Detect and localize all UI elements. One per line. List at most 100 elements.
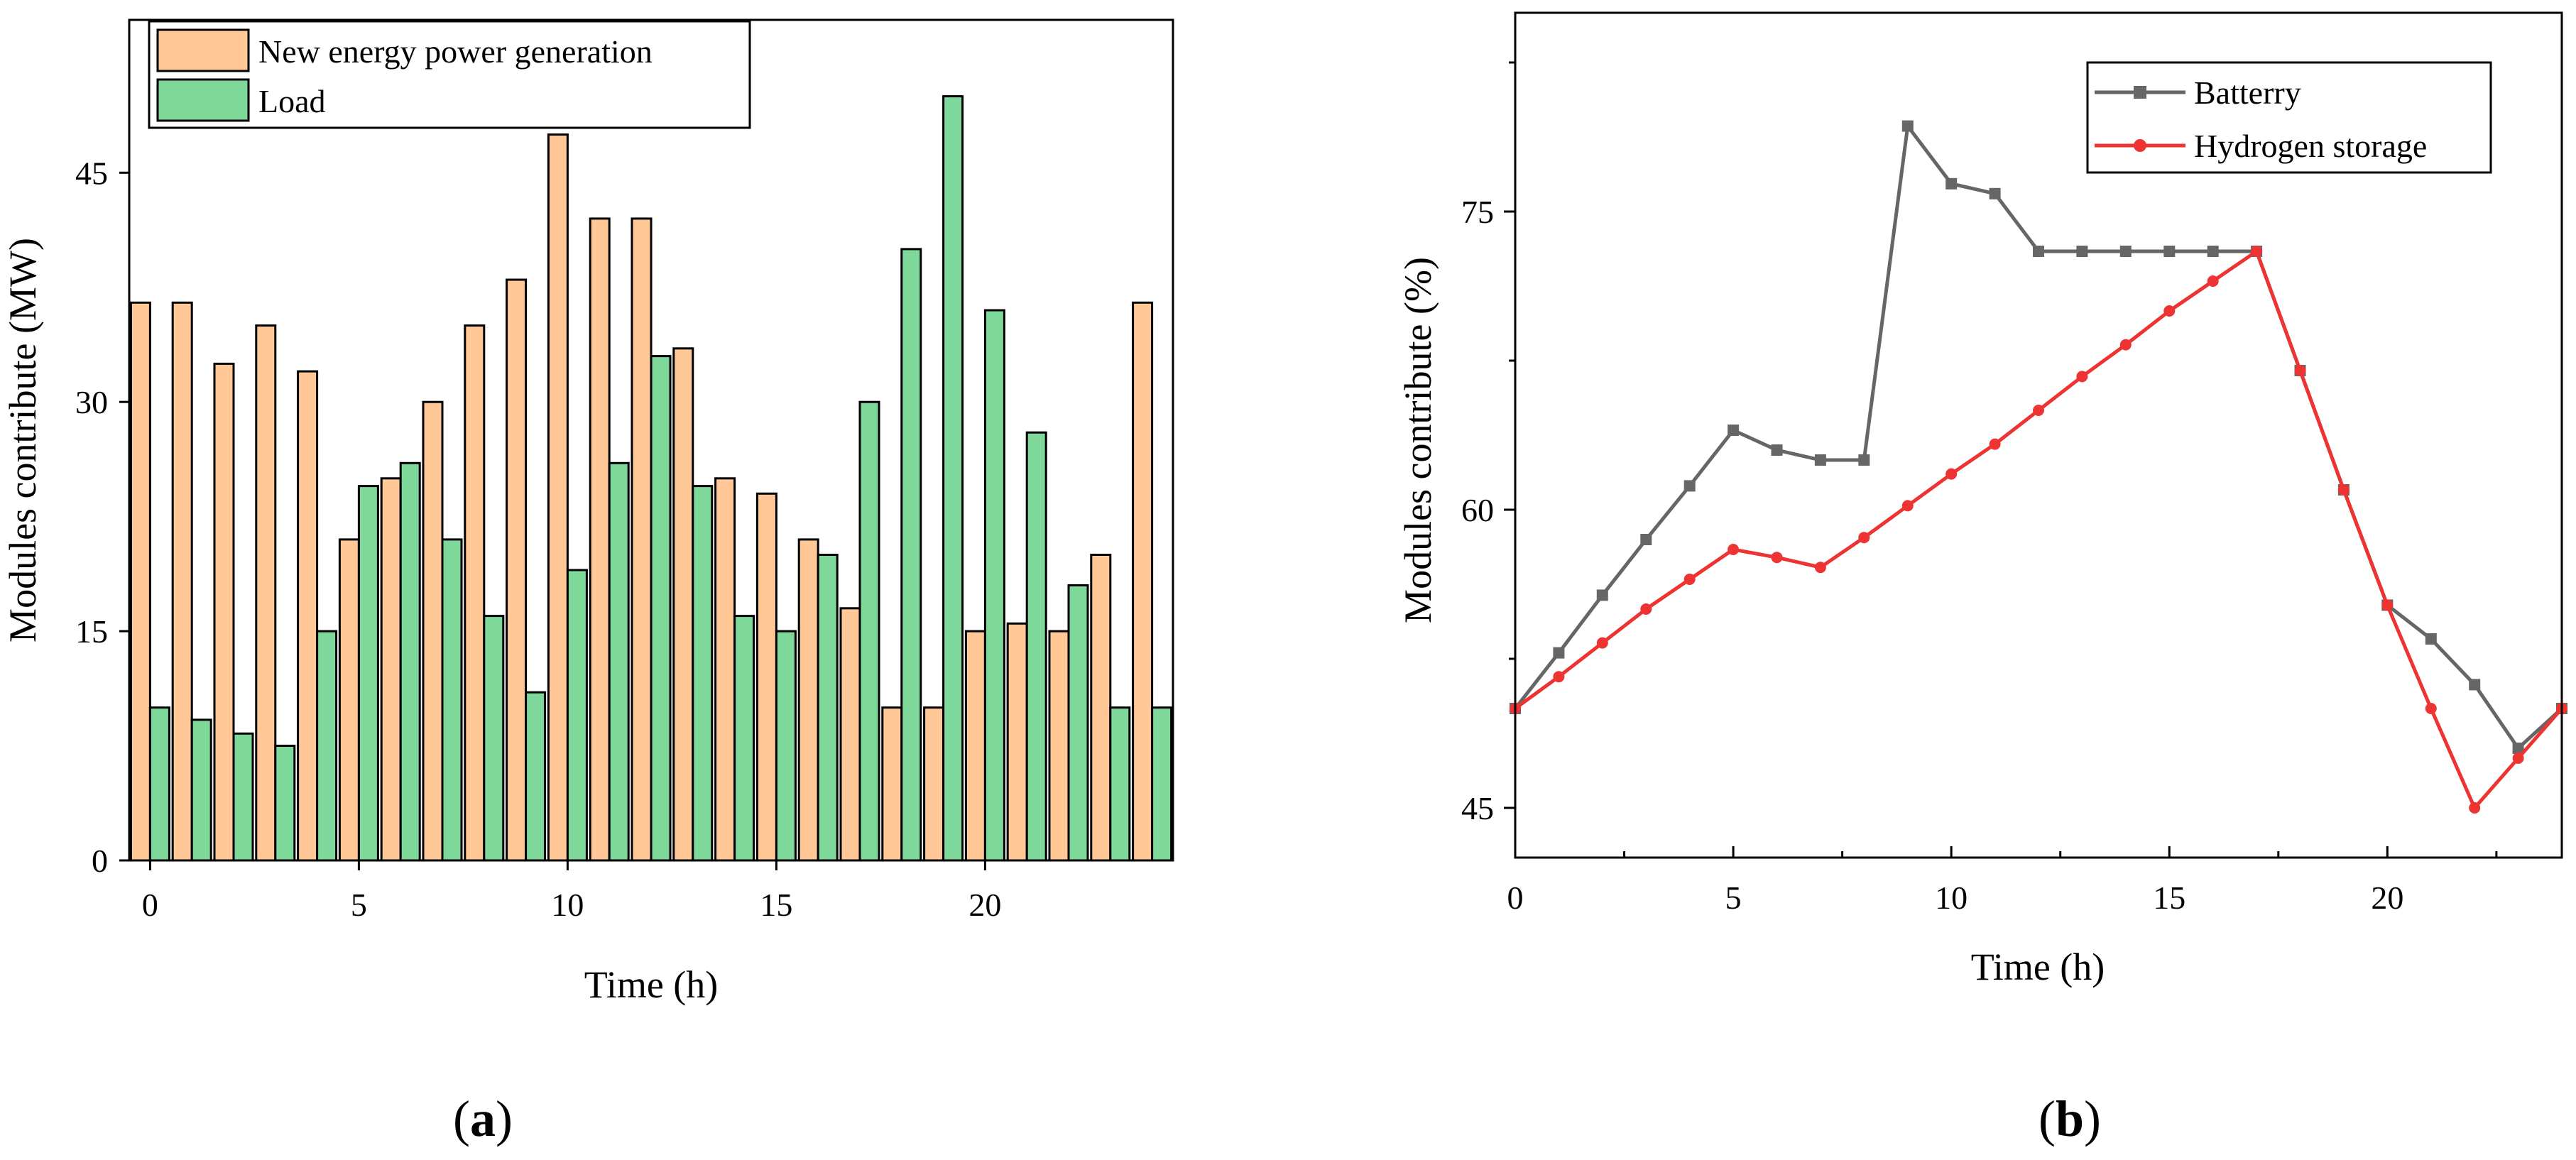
bar-load-10 <box>566 569 588 862</box>
marker-battery-3 <box>1640 534 1652 545</box>
bar-load-19 <box>942 95 964 862</box>
bar-load-3 <box>274 745 296 862</box>
y-tick-label-b-45: 45 <box>1461 790 1494 826</box>
y-tick-label-b-75: 75 <box>1461 194 1494 230</box>
marker-hydrogen-8 <box>1858 532 1870 544</box>
legend-label-load: Load <box>258 83 326 119</box>
marker-hydrogen-22 <box>2469 802 2481 814</box>
lines-group <box>1510 120 2567 814</box>
x-tick-label-a-10: 10 <box>551 887 584 923</box>
ticks-b: 0 5 10 15 20 45 60 75 <box>1461 61 2498 916</box>
bar-generation-23 <box>1090 554 1112 862</box>
marker-hydrogen-7 <box>1814 562 1826 574</box>
legend-swatch-generation <box>156 28 250 72</box>
x-tick-label-a-0: 0 <box>142 887 158 923</box>
bar-generation-14 <box>714 477 736 862</box>
bar-load-4 <box>316 630 338 862</box>
y-axis-title-b: Modules contribute (%) <box>1397 257 1439 623</box>
marker-hydrogen-1 <box>1553 671 1565 683</box>
legend-marker-battery <box>2134 86 2146 99</box>
marker-battery-15 <box>2163 246 2176 257</box>
plot-frame-b <box>1514 11 2563 859</box>
bar-load-0 <box>148 706 170 862</box>
bar-generation-0 <box>129 301 151 862</box>
bar-load-14 <box>733 615 755 862</box>
bar-generation-17 <box>839 607 861 862</box>
bar-generation-11 <box>589 217 611 862</box>
marker-battery-5 <box>1728 425 1740 436</box>
series-line-battery <box>1514 124 2563 750</box>
bar-generation-15 <box>755 492 777 862</box>
marker-hydrogen-2 <box>1596 637 1608 649</box>
bar-generation-2 <box>213 362 235 862</box>
bar-generation-16 <box>797 538 819 862</box>
bar-load-13 <box>692 485 714 862</box>
marker-hydrogen-14 <box>2119 339 2132 351</box>
panel-label-a: (a) <box>453 1090 513 1147</box>
ticks-a: 0 5 10 15 20 0 15 30 45 <box>75 155 1001 923</box>
marker-battery-8 <box>1858 454 1870 466</box>
bar-load-20 <box>983 309 1005 862</box>
marker-battery-6 <box>1771 444 1783 456</box>
bar-generation-4 <box>297 370 319 862</box>
bar-generation-24 <box>1132 301 1154 862</box>
y-tick-label-a-15: 15 <box>75 613 108 650</box>
marker-battery-14 <box>2119 246 2132 257</box>
bar-generation-1 <box>171 301 193 862</box>
marker-hydrogen-13 <box>2076 371 2088 383</box>
marker-battery-13 <box>2076 246 2088 257</box>
legend-b: Batterry Hydrogen storage <box>2086 61 2492 174</box>
marker-hydrogen-15 <box>2163 305 2176 317</box>
bar-load-24 <box>1151 706 1173 862</box>
marker-battery-2 <box>1596 589 1608 601</box>
x-tick-label-a-5: 5 <box>351 887 367 923</box>
marker-hydrogen-23 <box>2512 753 2524 764</box>
bar-generation-12 <box>631 217 653 862</box>
y-tick-label-b-60: 60 <box>1461 492 1494 528</box>
bar-load-11 <box>608 461 630 862</box>
legend-marker-hydrogen <box>2134 139 2146 152</box>
bar-generation-6 <box>380 477 402 862</box>
plot-frame-a <box>128 18 1174 862</box>
bar-load-17 <box>858 400 880 862</box>
bar-load-1 <box>190 718 212 862</box>
marker-hydrogen-21 <box>2425 703 2437 714</box>
x-tick-label-b-0: 0 <box>1507 880 1524 916</box>
x-tick-label-b-20: 20 <box>2371 880 2403 916</box>
marker-hydrogen-16 <box>2207 275 2219 287</box>
bar-load-9 <box>525 691 547 862</box>
panel-a-bar-chart: 0 5 10 15 20 0 15 30 45 Time (h) Modules contrib… <box>1 18 1174 1147</box>
bar-generation-10 <box>547 133 569 862</box>
y-axis-title-a: Modules contribute (MW) <box>1 238 44 642</box>
bar-generation-20 <box>964 630 986 862</box>
marker-battery-22 <box>2469 679 2481 691</box>
panel-letter-b: b <box>2056 1090 2084 1147</box>
x-tick-label-b-5: 5 <box>1725 880 1742 916</box>
marker-hydrogen-18 <box>2294 365 2306 376</box>
marker-battery-23 <box>2512 743 2524 754</box>
marker-battery-4 <box>1683 480 1696 492</box>
bar-generation-5 <box>338 538 360 862</box>
marker-battery-9 <box>1901 120 1914 132</box>
bar-load-8 <box>483 615 505 862</box>
bar-generation-21 <box>1006 622 1028 862</box>
marker-battery-10 <box>1945 177 1958 190</box>
panel-letter-a: a <box>470 1090 496 1147</box>
y-tick-label-a-0: 0 <box>92 843 108 879</box>
bar-generation-22 <box>1048 630 1070 862</box>
panel-label-b: (b) <box>2039 1090 2101 1147</box>
bar-generation-7 <box>422 400 444 862</box>
bar-load-6 <box>399 461 421 862</box>
bar-load-18 <box>900 248 922 862</box>
bar-generation-8 <box>464 324 486 862</box>
bar-load-5 <box>357 485 379 862</box>
marker-hydrogen-12 <box>2033 405 2044 416</box>
y-tick-label-a-45: 45 <box>75 155 108 191</box>
marker-hydrogen-10 <box>1945 468 1958 480</box>
marker-hydrogen-17 <box>2251 246 2263 257</box>
bars-group <box>129 95 1173 862</box>
bar-load-22 <box>1067 584 1089 862</box>
panel-b-line-chart: 0 5 10 15 20 45 60 75 Time (h) Modules contribu… <box>1397 11 2567 1147</box>
